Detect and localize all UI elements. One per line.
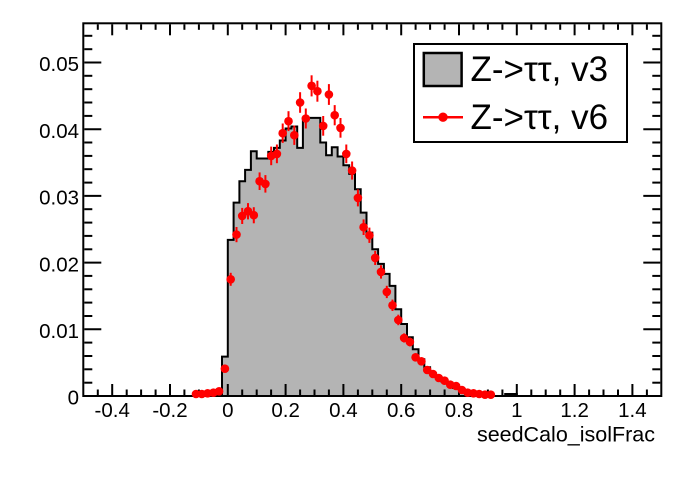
svg-text:1.4: 1.4 [618, 399, 647, 422]
svg-text:-0.4: -0.4 [95, 399, 130, 422]
svg-text:0.8: 0.8 [445, 399, 474, 422]
svg-text:1: 1 [511, 399, 522, 422]
svg-text:Z->ττ, v3: Z->ττ, v3 [471, 50, 609, 89]
svg-text:0.2: 0.2 [271, 399, 300, 422]
svg-text:seedCalo_isolFrac: seedCalo_isolFrac [477, 423, 655, 447]
svg-text:-0.2: -0.2 [152, 399, 187, 422]
svg-text:0.6: 0.6 [387, 399, 416, 422]
svg-text:0.04: 0.04 [39, 120, 79, 143]
svg-text:0.02: 0.02 [39, 253, 79, 276]
svg-text:0.4: 0.4 [329, 399, 358, 422]
svg-text:0.03: 0.03 [39, 187, 79, 210]
svg-text:0: 0 [222, 399, 233, 422]
svg-text:Z->ττ, v6: Z->ττ, v6 [471, 98, 609, 137]
svg-text:1.2: 1.2 [560, 399, 589, 422]
svg-text:0.05: 0.05 [39, 53, 79, 76]
svg-text:0: 0 [68, 387, 79, 410]
svg-text:0.01: 0.01 [39, 320, 79, 343]
